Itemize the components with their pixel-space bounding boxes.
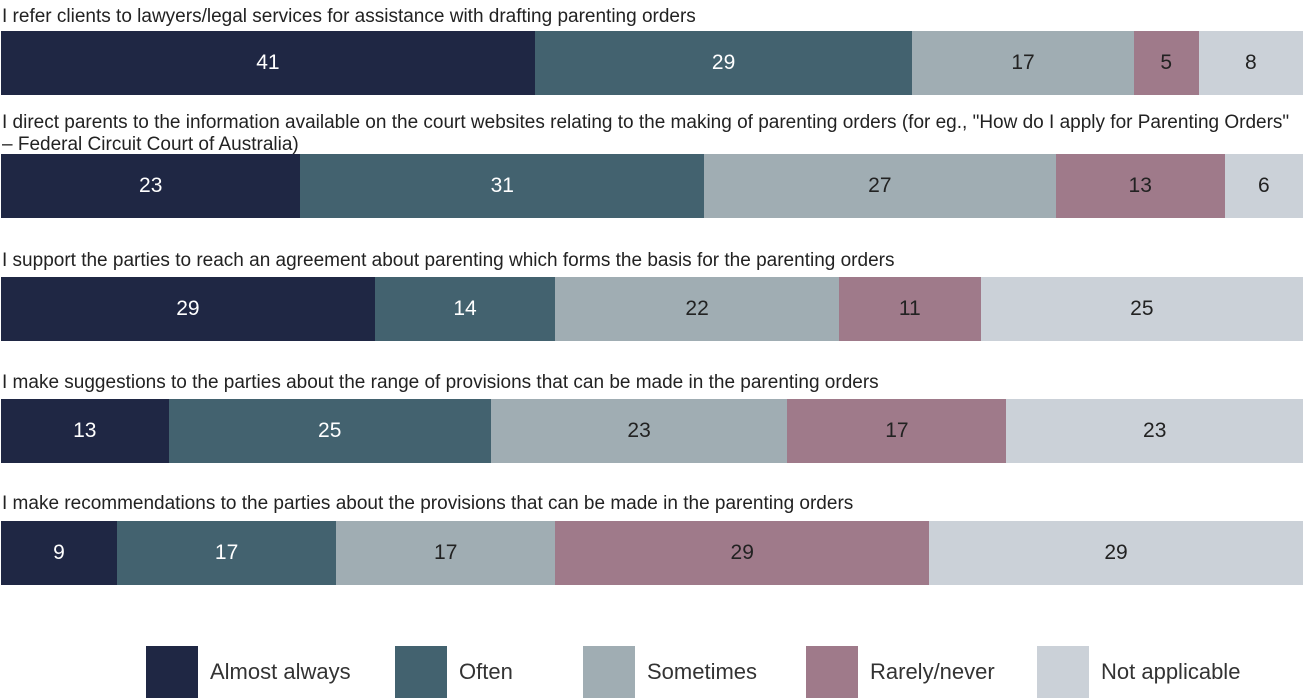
bar-segment: 23 <box>490 399 788 463</box>
bar-segment: 13 <box>1055 154 1225 218</box>
bar-segment: 17 <box>117 521 337 585</box>
bar-segment: 29 <box>555 521 930 585</box>
legend-swatch <box>146 646 198 698</box>
bar-segment: 14 <box>374 277 556 341</box>
bar-segment: 31 <box>300 154 705 218</box>
category-label: I direct parents to the information avai… <box>2 112 1290 155</box>
bar-segment: 41 <box>1 31 535 95</box>
category-label: I support the parties to reach an agreem… <box>2 250 895 271</box>
category-label: I make suggestions to the parties about … <box>2 372 879 393</box>
legend-swatch <box>806 646 858 698</box>
legend-item: Sometimes <box>583 646 757 698</box>
bar-segment: 17 <box>336 521 556 585</box>
category-label: I refer clients to lawyers/legal service… <box>2 6 696 27</box>
bar-segment: 17 <box>912 31 1134 95</box>
legend-label: Sometimes <box>647 659 758 684</box>
stacked-bar: 23 31 27 13 6 <box>1 154 1303 218</box>
legend-swatch <box>583 646 635 698</box>
bar-segment: 8 <box>1198 31 1303 95</box>
bar-segment: 29 <box>929 521 1303 585</box>
legend-item: Rarely/never <box>806 646 995 698</box>
bar-segment: 25 <box>980 277 1303 341</box>
bar-segment: 9 <box>1 521 118 585</box>
stacked-bar: 13 25 23 17 23 <box>1 399 1303 463</box>
legend-item: Not applicable <box>1037 646 1240 698</box>
legend: Almost always Often Sometimes Rarely/never N… <box>146 646 1308 698</box>
category-label: I make recommendations to the parties ab… <box>2 493 854 514</box>
stacked-bar: 41 29 17 5 8 <box>1 31 1303 95</box>
bar-segment: 27 <box>704 154 1056 218</box>
stacked-bar: 29 14 22 11 25 <box>1 277 1303 341</box>
legend-label: Not applicable <box>1101 659 1241 684</box>
bar-segment: 29 <box>534 31 913 95</box>
bar-segment: 11 <box>838 277 981 341</box>
bar-segment: 22 <box>555 277 839 341</box>
bar-segment: 17 <box>787 399 1007 463</box>
bar-segment: 6 <box>1224 154 1303 218</box>
legend-swatch <box>1037 646 1089 698</box>
bar-segment: 5 <box>1133 31 1199 95</box>
stacked-bar: 9 17 17 29 29 <box>1 521 1303 585</box>
legend-label: Rarely/never <box>870 659 995 684</box>
bar-segment: 29 <box>1 277 375 341</box>
bar-segment: 25 <box>168 399 491 463</box>
legend-label: Almost always <box>210 659 351 684</box>
legend-item: Almost always <box>146 646 351 698</box>
bar-segment: 13 <box>1 399 169 463</box>
bar-segment: 23 <box>1 154 301 218</box>
bar-segment: 23 <box>1006 399 1303 463</box>
legend-item: Often <box>395 646 513 698</box>
legend-swatch <box>395 646 447 698</box>
legend-label: Often <box>459 659 513 684</box>
